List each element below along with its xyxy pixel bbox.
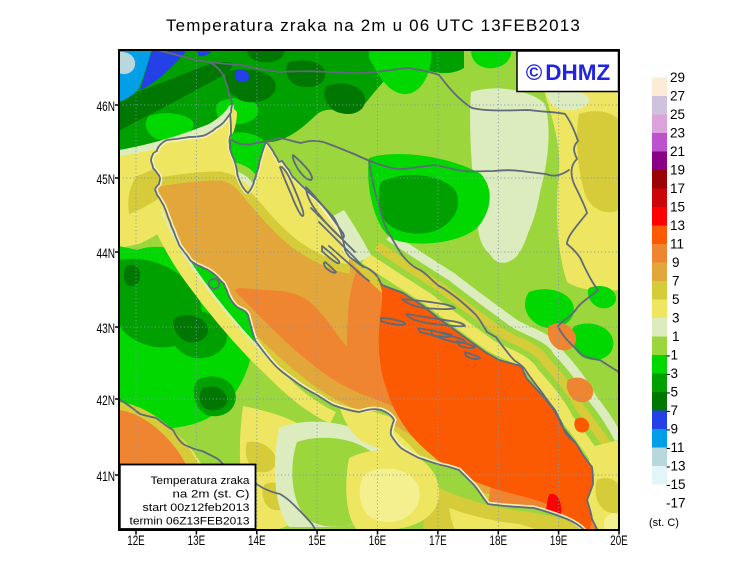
svg-text:Temperatura zraka na 2m u 06 U: Temperatura zraka na 2m u 06 UTC 13FEB20…	[166, 16, 581, 35]
svg-text:start 00z12feb2013: start 00z12feb2013	[143, 502, 250, 514]
svg-text:(st. C): (st. C)	[649, 517, 679, 529]
svg-text:13: 13	[670, 218, 685, 233]
svg-text:23: 23	[670, 126, 685, 141]
svg-text:18E: 18E	[490, 533, 508, 548]
svg-text:19: 19	[670, 163, 685, 178]
svg-text:Temperatura zraka: Temperatura zraka	[151, 475, 251, 487]
svg-text:3: 3	[672, 311, 680, 326]
svg-text:-3: -3	[666, 366, 678, 381]
svg-text:12E: 12E	[127, 533, 145, 548]
svg-text:-7: -7	[666, 403, 678, 418]
svg-text:-15: -15	[666, 477, 686, 492]
svg-text:27: 27	[670, 89, 685, 104]
svg-text:1: 1	[672, 329, 680, 344]
svg-text:-1: -1	[666, 348, 678, 363]
svg-text:15E: 15E	[308, 533, 326, 548]
svg-text:-11: -11	[666, 440, 685, 455]
svg-text:©DHMZ: © DHMZ	[526, 60, 611, 85]
svg-text:9: 9	[672, 255, 680, 270]
svg-text:15: 15	[670, 200, 685, 215]
svg-text:17: 17	[670, 181, 685, 196]
svg-text:7: 7	[672, 274, 680, 289]
svg-text:29: 29	[670, 70, 685, 85]
svg-text:46N: 46N	[97, 99, 116, 114]
svg-text:14E: 14E	[248, 533, 266, 548]
svg-text:16E: 16E	[369, 533, 387, 548]
svg-text:na 2m (st. C): na 2m (st. C)	[173, 489, 250, 501]
svg-text:-13: -13	[666, 459, 686, 474]
svg-text:17E: 17E	[429, 533, 447, 548]
svg-text:11: 11	[670, 237, 684, 252]
svg-text:-5: -5	[666, 385, 678, 400]
svg-text:42N: 42N	[97, 393, 116, 408]
svg-text:13E: 13E	[188, 533, 206, 548]
svg-text:19E: 19E	[550, 533, 568, 548]
svg-text:45N: 45N	[97, 172, 116, 187]
svg-text:25: 25	[670, 107, 685, 122]
svg-text:41N: 41N	[97, 469, 116, 484]
svg-text:-9: -9	[666, 422, 678, 437]
svg-text:termin 06Z13FEB2013: termin 06Z13FEB2013	[130, 516, 250, 528]
svg-text:20E: 20E	[610, 533, 628, 548]
svg-text:5: 5	[672, 292, 680, 307]
svg-text:-17: -17	[666, 496, 686, 511]
svg-text:44N: 44N	[97, 246, 116, 261]
svg-text:43N: 43N	[97, 321, 116, 336]
svg-text:21: 21	[670, 144, 685, 159]
